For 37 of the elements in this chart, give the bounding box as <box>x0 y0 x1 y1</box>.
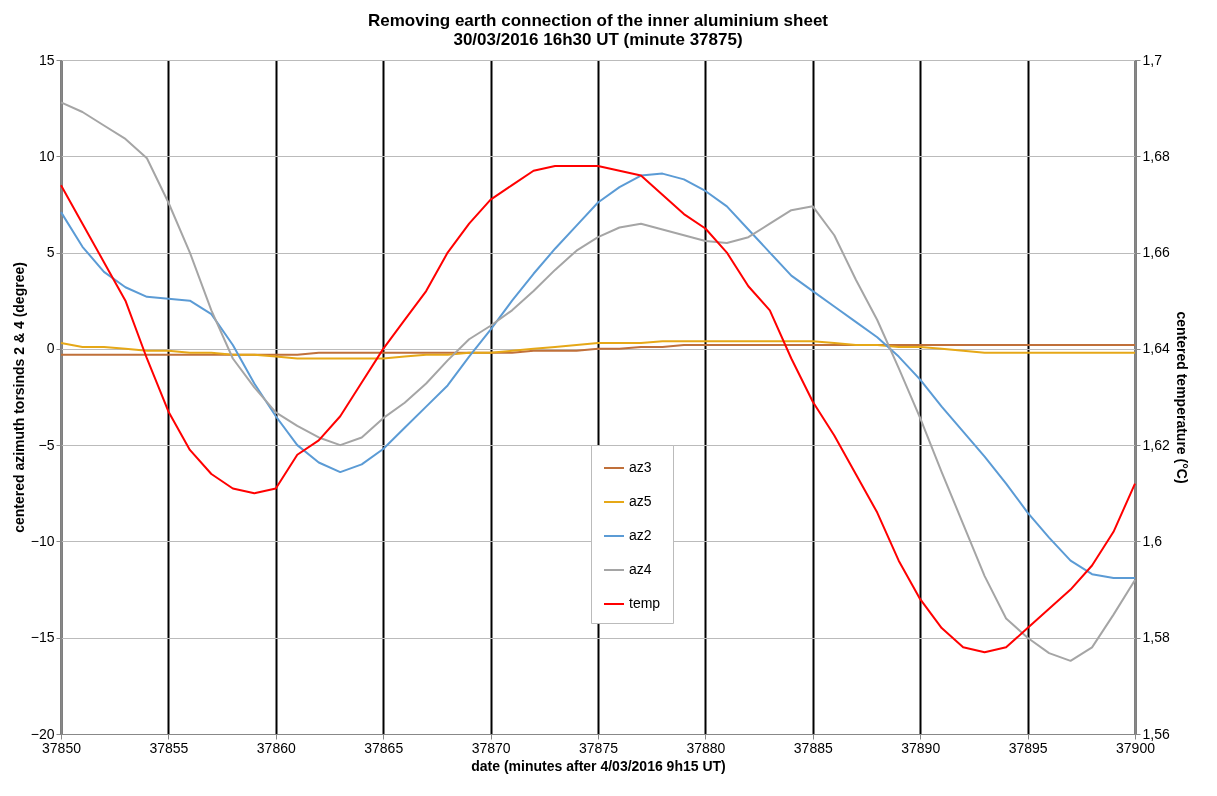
x-tick-label: 37870 <box>471 739 511 756</box>
x-tick-label: 37850 <box>42 739 82 756</box>
y2-tick-label: 1,6 <box>1142 532 1163 549</box>
legend-label: az3 <box>629 459 652 475</box>
x-tick-label: 37890 <box>901 739 941 756</box>
text: 30/03/2016 16h30 UT (minute 37875) <box>453 30 743 49</box>
legend-label: az2 <box>629 527 652 543</box>
y2-tick-label: 1,58 <box>1142 629 1170 646</box>
y-tick-label: −5 <box>38 436 55 453</box>
text: Removing earth connection of the inner aluminium sheet <box>367 11 829 30</box>
x-tick-label: 37855 <box>149 739 189 756</box>
y-tick-label: 0 <box>46 340 55 357</box>
y-tick-label: −10 <box>30 532 55 549</box>
y2-tick-label: 1,62 <box>1142 436 1170 453</box>
y2-tick-label: 1,66 <box>1142 244 1170 261</box>
y-tick-label: 10 <box>38 147 55 164</box>
x-axis-title: date (minutes after 4/03/2016 9h15 UT) <box>471 757 726 774</box>
legend-label: az4 <box>629 561 652 577</box>
y2-tick-label: 1,64 <box>1142 340 1170 357</box>
y2-axis-title: centered temperature (°C) <box>1173 311 1190 484</box>
x-tick-label: 37895 <box>1008 739 1048 756</box>
y-tick-label: −15 <box>30 629 55 646</box>
y2-tick-label: 1,56 <box>1142 725 1170 742</box>
y2-tick-label: 1,7 <box>1142 51 1163 68</box>
y-tick-label: 5 <box>46 244 55 261</box>
legend-label: az5 <box>629 493 652 509</box>
x-tick-label: 37865 <box>364 739 404 756</box>
y-tick-label: 15 <box>38 51 55 68</box>
y2-tick-label: 1,68 <box>1142 147 1170 164</box>
line-series <box>60 172 1136 580</box>
y-axis-title: centered azimuth torsinds 2 & 4 (degree) <box>10 262 27 533</box>
y-tick-label: −20 <box>30 725 55 742</box>
legend-label: temp <box>629 595 661 611</box>
x-tick-label: 37860 <box>256 739 296 756</box>
x-tick-label: 37880 <box>686 739 726 756</box>
x-tick-label: 37885 <box>793 739 833 756</box>
x-tick-label: 37875 <box>579 739 619 756</box>
